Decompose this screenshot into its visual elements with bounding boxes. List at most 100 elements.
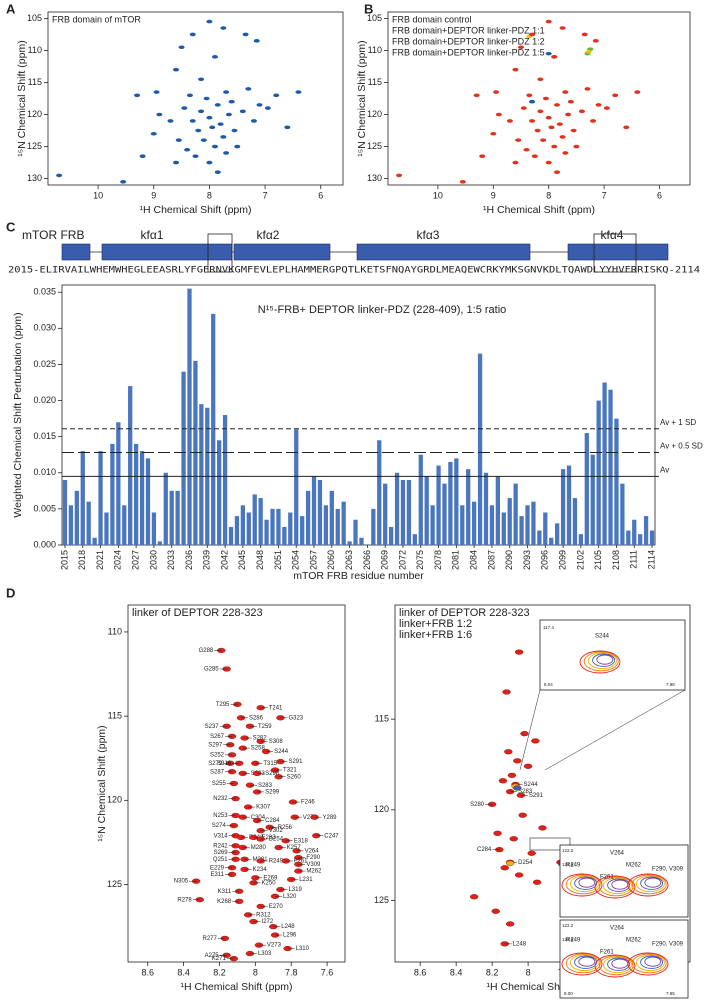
y-tick-label: 0.010: [33, 467, 56, 477]
helix-box: [101, 243, 233, 261]
peak-label: K268: [217, 899, 232, 905]
bar: [626, 530, 631, 545]
bar: [638, 534, 643, 545]
x-axis-label: ¹H Chemical Shift (ppm): [180, 981, 292, 993]
bar: [377, 440, 382, 545]
peak-label: Y289: [323, 815, 338, 821]
peak: [529, 119, 536, 123]
peak: [178, 45, 185, 50]
bar: [436, 465, 441, 545]
contour: [644, 877, 662, 888]
peak: [504, 749, 513, 755]
inset-tick-label: 117.4: [543, 625, 554, 630]
bar: [537, 530, 542, 545]
contour: [640, 955, 664, 969]
x-tick-label: 8.4: [450, 967, 463, 977]
domain-label: kfα3: [417, 228, 440, 242]
bar: [323, 505, 329, 545]
x-tick-label: 8: [207, 190, 212, 200]
peak: [273, 93, 280, 98]
bar: [430, 505, 435, 545]
peak: [234, 144, 241, 149]
peak: [189, 119, 196, 123]
y-tick-label: 105: [27, 13, 42, 23]
peak-label: S282: [253, 736, 268, 742]
reference-label: Av + 0.5 SD: [660, 442, 703, 451]
x-tick-label: 8: [526, 967, 531, 977]
peak-label: S274: [212, 823, 227, 829]
peak: [156, 112, 163, 117]
bar: [139, 451, 145, 545]
peak: [554, 170, 561, 174]
peak: [459, 179, 466, 184]
peak-label: S267: [210, 734, 225, 740]
contour: [644, 956, 662, 967]
peak: [513, 758, 522, 764]
peak-label: S269: [214, 850, 229, 856]
peak: [565, 112, 572, 117]
bar: [543, 512, 548, 545]
contour: [569, 954, 599, 972]
contour: [565, 953, 601, 974]
peak-label: M262: [306, 869, 322, 875]
peak-label: T321: [283, 768, 297, 774]
peak: [284, 125, 291, 130]
peak: [245, 87, 252, 91]
peak: [491, 908, 500, 914]
peak: [529, 99, 536, 104]
x-tick-label: 2051: [273, 550, 283, 570]
peak: [493, 830, 502, 836]
peak: [214, 103, 221, 107]
contour: [631, 953, 667, 974]
x-tick-label: 2063: [344, 550, 354, 570]
x-tick-label: 2084: [469, 550, 479, 570]
inset-tick-label: 123.6: [562, 937, 574, 942]
peak: [134, 93, 141, 98]
peak: [211, 55, 218, 59]
peak: [473, 93, 480, 98]
contour: [561, 952, 603, 976]
bar: [472, 501, 477, 545]
peak-label: R277: [202, 936, 217, 942]
peak: [506, 119, 513, 123]
bar: [163, 472, 168, 545]
bar: [519, 516, 524, 545]
inset-tick-label: 122.2: [562, 848, 574, 853]
x-tick-label: 2078: [433, 550, 443, 570]
x-tick-label: 2027: [131, 550, 141, 570]
peak: [220, 26, 227, 30]
x-tick-label: 2105: [593, 550, 603, 570]
peak: [153, 90, 160, 94]
bar: [128, 386, 133, 545]
peak-label: C247: [324, 833, 339, 839]
peak-label: V273: [267, 943, 282, 949]
bar: [353, 519, 358, 545]
peak-label: S308: [269, 739, 284, 745]
contour: [578, 956, 596, 967]
contour: [602, 956, 632, 974]
peak: [529, 32, 536, 37]
peak-label: S291: [288, 759, 303, 765]
y-axis-label: Weighted Chemical Shift Perturbation (pp…: [12, 312, 24, 517]
inset-tick-label: 123.6: [562, 862, 574, 867]
contour: [602, 877, 632, 895]
peak: [206, 19, 213, 24]
bar: [460, 505, 465, 545]
x-axis-label: mTOR FRB residue number: [293, 570, 424, 582]
peak-label: E311: [210, 872, 224, 878]
peak: [211, 144, 218, 149]
peak: [520, 106, 527, 110]
bar: [424, 476, 429, 545]
y-axis-label: ¹⁵N Chemical Shift (ppm): [96, 725, 108, 841]
peak: [514, 649, 524, 655]
peak-label: Q251: [213, 857, 228, 863]
y-tick-label: 125: [374, 895, 389, 905]
peak-label: T295: [216, 702, 230, 708]
peak-label: N305: [174, 879, 189, 885]
peak: [531, 154, 538, 158]
peak: [554, 103, 561, 107]
peak-label: C304: [251, 815, 266, 821]
bar: [68, 505, 74, 545]
peak: [498, 778, 508, 784]
peak: [120, 179, 127, 184]
